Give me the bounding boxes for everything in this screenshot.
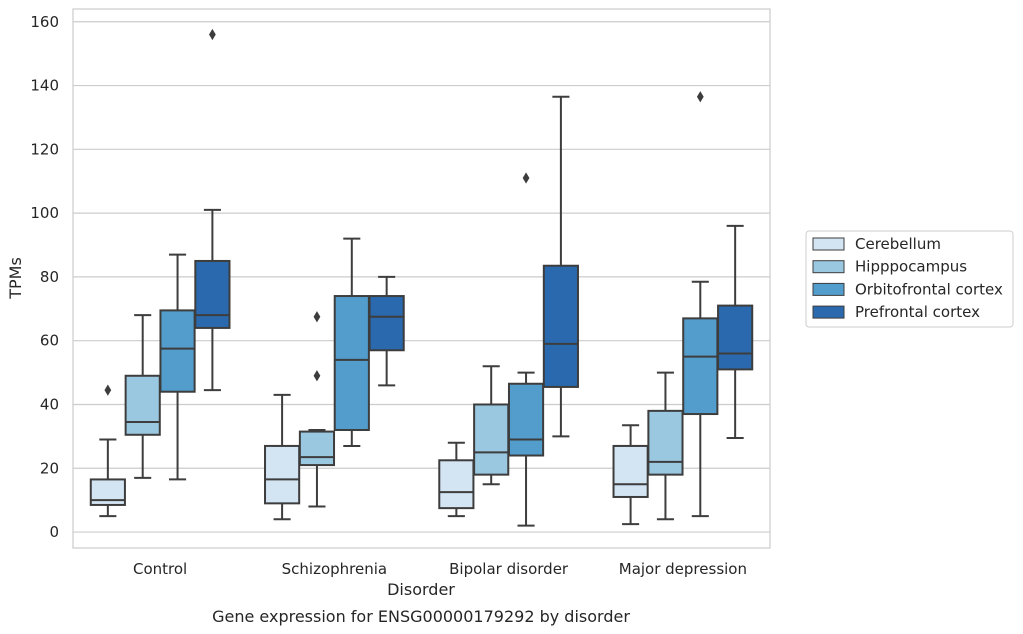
box-iqr xyxy=(542,264,579,388)
x-tick-label: Control xyxy=(133,560,187,578)
box-iqr xyxy=(473,403,510,476)
legend-frame xyxy=(805,230,1014,328)
box-iqr xyxy=(647,409,684,476)
box-group xyxy=(194,28,231,392)
box-iqr xyxy=(368,295,405,352)
outlier-point xyxy=(696,91,704,103)
box-group xyxy=(507,172,545,527)
y-tick-label: 40 xyxy=(40,395,59,413)
box-group xyxy=(368,275,405,387)
outlier-point xyxy=(104,384,112,396)
y-tick-label: 120 xyxy=(30,140,59,158)
box-group xyxy=(89,384,126,518)
y-tick-label: 80 xyxy=(40,268,59,286)
box-group xyxy=(124,314,161,479)
y-tick-label: 20 xyxy=(40,459,59,477)
box-iqr xyxy=(717,304,754,371)
box-iqr xyxy=(124,374,161,436)
legend-swatch xyxy=(812,260,845,274)
y-axis-ticks: 0 20 40 60 80 100 120 140 160 xyxy=(30,13,59,541)
box-iqr xyxy=(159,309,196,393)
legend-label: Cerebellum xyxy=(855,235,941,253)
x-axis-ticks: Control Schizophrenia Bipolar disorder Majo… xyxy=(133,560,747,578)
x-axis-title: Disorder xyxy=(387,580,455,599)
box-group xyxy=(333,237,370,447)
y-tick-label: 60 xyxy=(40,332,59,350)
legend: Cerebellum Hipppocampus Orbitofrontal cort… xyxy=(805,230,1014,328)
box-iqr xyxy=(298,430,336,467)
legend-label: Prefrontal cortex xyxy=(855,303,980,321)
x-tick-label: Major depression xyxy=(619,560,747,578)
box-group xyxy=(612,424,649,526)
box-group xyxy=(473,365,510,486)
box-group xyxy=(542,95,579,438)
y-tick-label: 0 xyxy=(49,523,59,541)
plot-frame xyxy=(72,8,771,549)
box-iqr xyxy=(507,382,545,457)
outlier-point xyxy=(522,172,530,184)
chart-caption: Gene expression for ENSG00000179292 by d… xyxy=(212,607,630,626)
legend-label: Orbitofrontal cortex xyxy=(855,280,1003,298)
outlier-point xyxy=(313,311,321,323)
box-group xyxy=(264,393,301,521)
box-group xyxy=(647,371,684,521)
box-iqr xyxy=(612,444,649,498)
box-group xyxy=(438,441,475,518)
outlier-point xyxy=(313,370,321,382)
y-tick-label: 140 xyxy=(30,77,59,95)
y-tick-label: 100 xyxy=(30,204,59,222)
y-tick-label: 160 xyxy=(30,13,59,31)
x-tick-label: Schizophrenia xyxy=(282,560,387,578)
box-iqr xyxy=(264,444,301,505)
x-tick-label: Bipolar disorder xyxy=(449,560,569,578)
box-group xyxy=(159,253,196,481)
box-group xyxy=(298,311,336,508)
box-group xyxy=(682,91,719,518)
box-group xyxy=(717,224,754,439)
legend-swatch xyxy=(812,305,845,319)
legend-swatch xyxy=(812,282,845,296)
box-iqr xyxy=(194,259,231,329)
outlier-point xyxy=(209,28,216,41)
y-axis-title: TPMs xyxy=(6,257,25,300)
box-iqr xyxy=(333,295,370,431)
box-series xyxy=(89,28,754,527)
legend-swatch xyxy=(812,237,845,251)
box-iqr xyxy=(682,317,719,416)
box-iqr xyxy=(438,459,475,510)
legend-label: Hipppocampus xyxy=(855,258,967,276)
